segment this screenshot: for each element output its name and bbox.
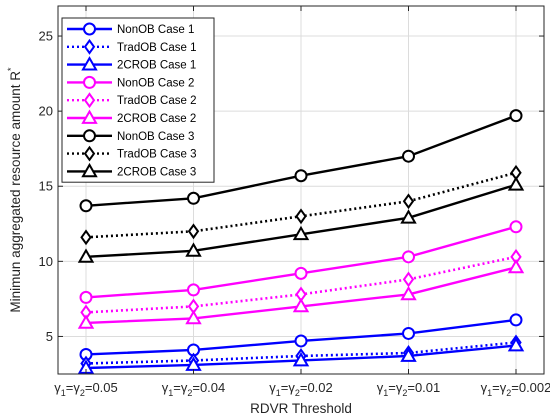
data-point-marker xyxy=(509,109,523,123)
x-tick-label: γ1=γ2=0.04 xyxy=(162,380,226,398)
legend: NonOB Case 1 TradOB Case 1 2CROB Case 1 Non… xyxy=(61,17,215,183)
legend-marker xyxy=(83,22,96,36)
x-tick-label: γ1=γ2=0.01 xyxy=(377,380,441,398)
series-8 xyxy=(77,176,525,263)
data-point-marker xyxy=(400,285,417,301)
x-tick-label: γ1=γ2=0.002 xyxy=(481,380,550,398)
series-2 xyxy=(77,336,525,374)
data-point-marker xyxy=(509,313,523,327)
x-axis-ticks: γ1=γ2=0.05 γ1=γ2=0.04 γ1=γ2=0.02 γ1=γ2=0.01… xyxy=(54,6,550,398)
y-tick-label: 15 xyxy=(39,179,53,194)
data-point-marker xyxy=(507,258,525,274)
legend-label: TradOB Case 1 xyxy=(117,42,196,54)
data-point-marker xyxy=(77,314,95,329)
data-point-marker xyxy=(77,248,95,263)
data-point-marker xyxy=(507,176,525,191)
plot-series xyxy=(77,109,525,374)
legend-marker xyxy=(83,75,96,89)
legend-label: TradOB Case 3 xyxy=(117,149,196,161)
data-point-marker xyxy=(292,297,310,313)
legend-entry: 2CROB Case 3 xyxy=(67,162,196,178)
legend-marker xyxy=(81,56,98,71)
legend-entry: NonOB Case 3 xyxy=(67,129,194,143)
data-point-marker xyxy=(507,336,525,352)
data-point-marker xyxy=(402,193,415,210)
data-point-marker xyxy=(292,225,310,241)
data-point-marker xyxy=(295,208,307,225)
data-point-marker xyxy=(294,169,308,183)
y-tick-label: 10 xyxy=(39,254,53,269)
x-tick-label: γ1=γ2=0.02 xyxy=(269,380,333,398)
legend-entry: TradOB Case 2 xyxy=(67,92,196,109)
x-tick-label: γ1=γ2=0.05 xyxy=(54,380,118,398)
legend-marker xyxy=(83,38,96,55)
y-tick-label: 20 xyxy=(39,104,53,119)
legend-marker xyxy=(83,92,96,109)
series-6 xyxy=(79,109,523,213)
data-point-marker xyxy=(187,191,200,205)
series-5 xyxy=(77,258,525,329)
legend-entry: TradOB Case 3 xyxy=(67,145,196,162)
data-point-marker xyxy=(187,223,200,240)
legend-label: NonOB Case 2 xyxy=(117,77,194,89)
legend-marker xyxy=(83,129,96,143)
series-7 xyxy=(80,164,522,246)
legend-marker xyxy=(83,145,96,162)
data-point-marker xyxy=(400,209,417,224)
legend-entry: 2CROB Case 2 xyxy=(67,109,196,125)
legend-marker xyxy=(81,162,98,178)
data-point-marker xyxy=(185,309,202,325)
data-point-marker xyxy=(402,250,415,264)
legend-label: 2CROB Case 1 xyxy=(117,60,196,72)
data-point-marker xyxy=(185,242,202,257)
data-point-marker xyxy=(400,347,417,362)
legend-label: TradOB Case 2 xyxy=(117,95,196,107)
legend-marker xyxy=(81,109,98,124)
legend-label: NonOB Case 3 xyxy=(117,131,194,143)
legend-entry: TradOB Case 1 xyxy=(67,38,196,55)
data-point-marker xyxy=(80,229,92,246)
legend-entry: NonOB Case 1 xyxy=(67,22,194,36)
data-point-marker xyxy=(294,266,308,280)
y-tick-label: 5 xyxy=(46,329,53,344)
legend-label: NonOB Case 1 xyxy=(117,24,194,36)
data-point-marker xyxy=(294,334,308,348)
y-tick-label: 25 xyxy=(39,29,53,44)
y-axis-label: Minimun aggregated resource amount R* xyxy=(6,67,23,313)
y-axis-ticks: 5 10 15 20 25 xyxy=(39,29,544,344)
data-point-marker xyxy=(187,283,200,297)
data-point-marker xyxy=(79,290,93,304)
x-axis-label: RDVR Threshold xyxy=(250,401,352,416)
legend-label: 2CROB Case 3 xyxy=(117,166,196,178)
data-point-marker xyxy=(402,271,415,288)
legend-entry: NonOB Case 2 xyxy=(67,75,194,89)
data-point-marker xyxy=(509,220,523,234)
data-point-marker xyxy=(402,149,415,163)
series-3 xyxy=(79,220,523,304)
data-point-marker xyxy=(292,351,310,367)
data-point-marker xyxy=(402,326,415,340)
data-point-marker xyxy=(79,199,93,213)
legend-entry: 2CROB Case 1 xyxy=(67,56,196,72)
legend-label: 2CROB Case 2 xyxy=(117,113,196,125)
